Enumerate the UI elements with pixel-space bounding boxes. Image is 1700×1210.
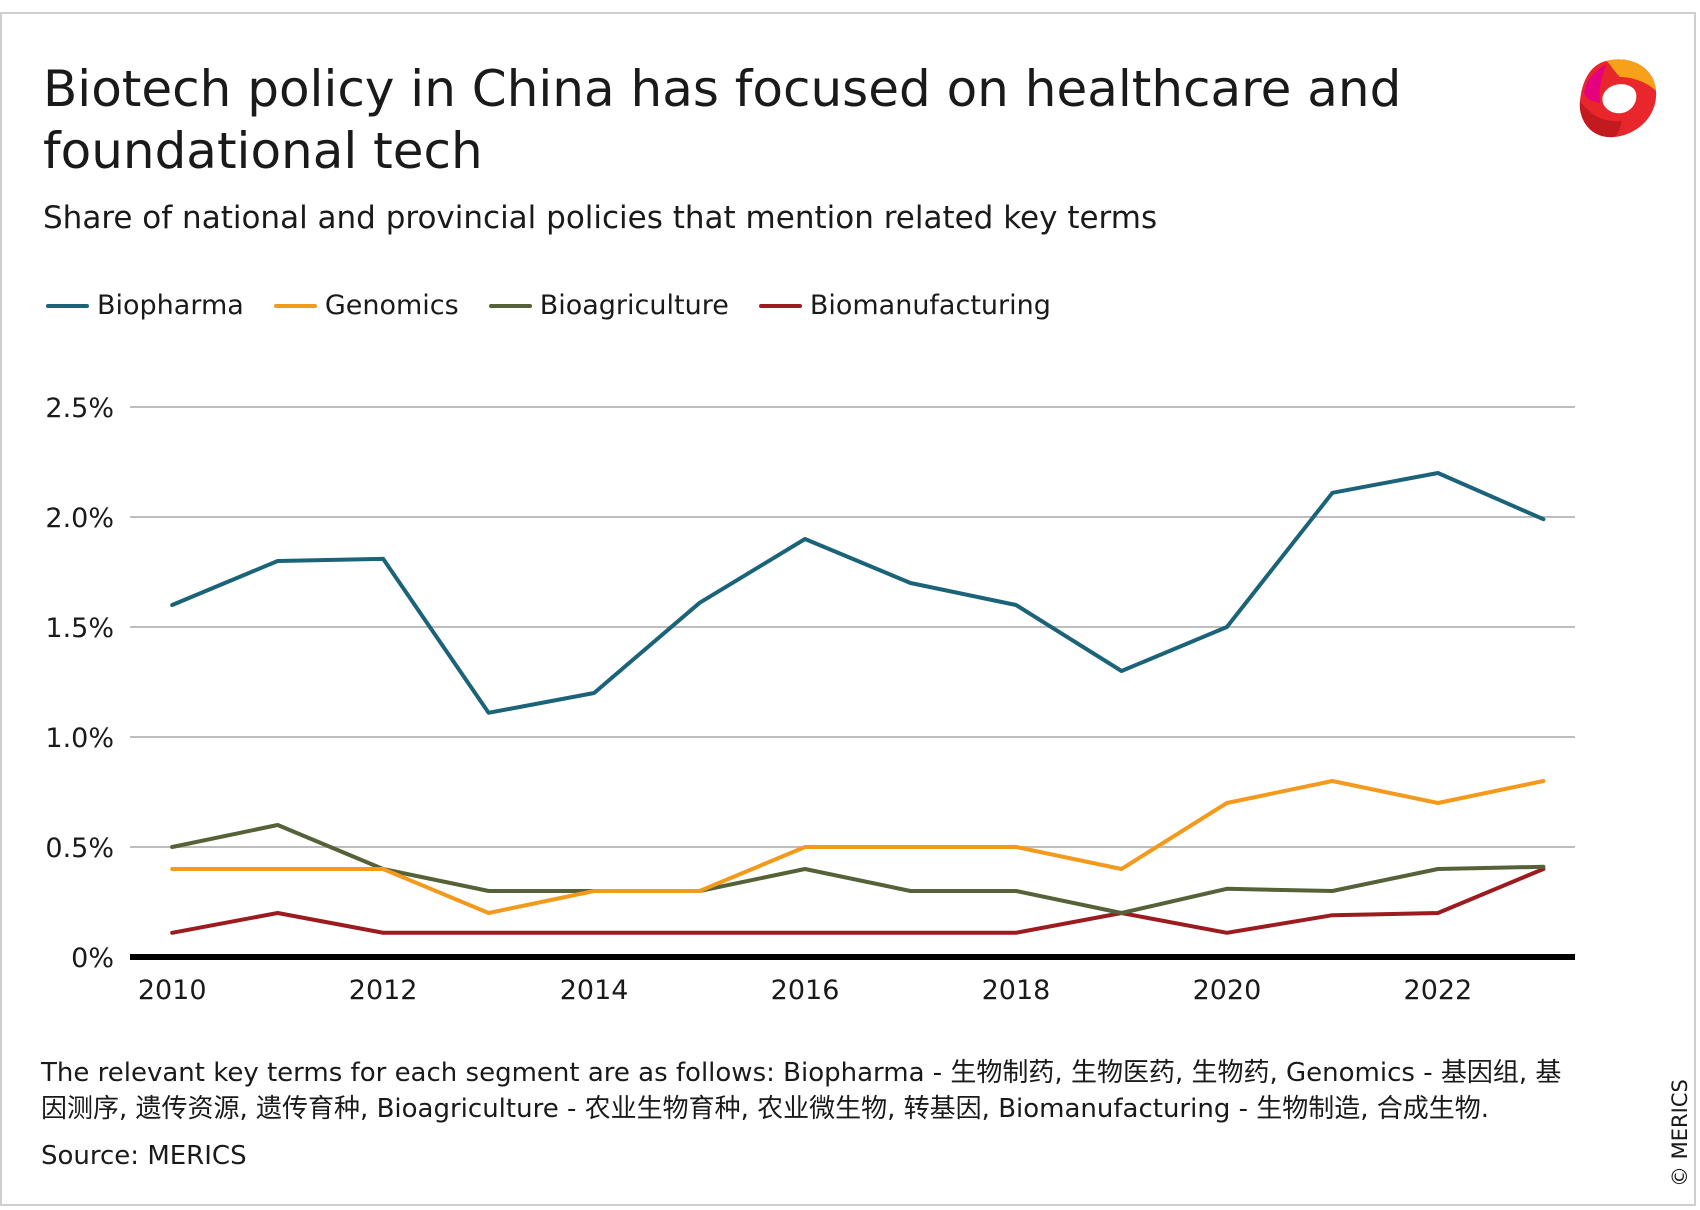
- series-line-biomanufacturing: [170, 867, 1546, 935]
- x-tick-label: 2010: [138, 975, 207, 1006]
- legend-item-genomics: Genomics: [273, 290, 459, 321]
- legend-item-biopharma: Biopharma: [46, 290, 244, 321]
- y-tick-label: 2.0%: [45, 503, 114, 534]
- x-tick-label: 2016: [771, 975, 840, 1006]
- chart-frame: [0, 12, 1696, 1206]
- legend-label: Biopharma: [97, 290, 244, 321]
- y-tick-label: 1.0%: [45, 723, 114, 754]
- legend-item-bioagriculture: Bioagriculture: [488, 290, 729, 321]
- footnote: The relevant key terms for each segment …: [41, 1058, 1562, 1124]
- x-tick-label: 2012: [349, 975, 418, 1006]
- y-tick-label: 2.5%: [45, 393, 114, 424]
- legend-swatch: [758, 303, 802, 308]
- x-tick-label: 2014: [560, 975, 629, 1006]
- y-tick-label: 0.5%: [45, 833, 114, 864]
- series-line-bioagriculture: [170, 823, 1546, 915]
- y-tick-label: 1.5%: [45, 613, 114, 644]
- legend-label: Genomics: [324, 290, 459, 321]
- line-chart: 0% 0.5% 1.0% 1.5% 2.0% 2.5% 2010 2012 2014 2016 20…: [45, 393, 1575, 1006]
- copyright: © MERICS: [1668, 1079, 1692, 1187]
- x-tick-label: 2018: [982, 975, 1051, 1006]
- chart-subtitle: Share of national and provincial policie…: [43, 200, 1158, 236]
- legend-label: Biomanufacturing: [809, 290, 1051, 321]
- legend-swatch: [273, 303, 317, 308]
- series-line-biopharma: [170, 471, 1546, 715]
- legend-item-biomanufacturing: Biomanufacturing: [758, 290, 1051, 321]
- x-tick-label: 2020: [1193, 975, 1262, 1006]
- chart-legend: Biopharma Genomics Bioagriculture Bioman…: [46, 290, 1081, 321]
- chart-title: Biotech policy in China has focused on h…: [43, 60, 1402, 180]
- x-tick-label: 2022: [1404, 975, 1473, 1006]
- merics-logo-icon: [1579, 59, 1657, 138]
- source-note: Source: MERICS: [41, 1141, 247, 1171]
- legend-label: Bioagriculture: [539, 290, 729, 321]
- series-line-genomics: [170, 779, 1546, 915]
- y-tick-label: 0%: [71, 943, 114, 974]
- legend-swatch: [46, 303, 89, 308]
- legend-swatch: [488, 303, 532, 308]
